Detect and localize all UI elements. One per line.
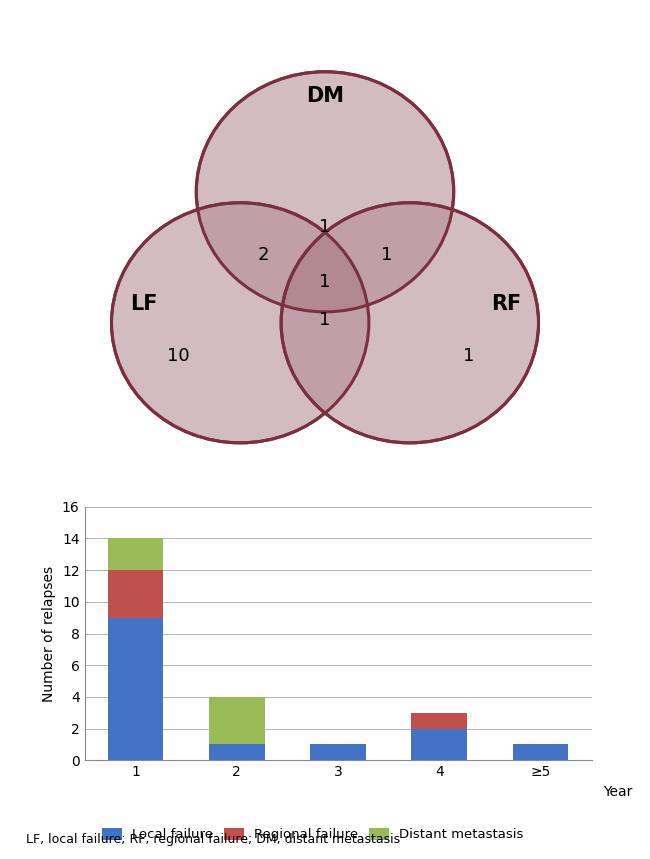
Bar bbox=[107, 539, 163, 570]
Text: 2: 2 bbox=[258, 246, 269, 264]
Bar bbox=[513, 745, 569, 760]
Y-axis label: Number of relapses: Number of relapses bbox=[42, 565, 57, 702]
Circle shape bbox=[112, 203, 369, 443]
Circle shape bbox=[281, 203, 538, 443]
Text: 1: 1 bbox=[319, 311, 331, 329]
Circle shape bbox=[112, 203, 369, 443]
Text: LF: LF bbox=[130, 294, 157, 314]
Bar bbox=[107, 570, 163, 618]
Text: RF: RF bbox=[491, 294, 521, 314]
Circle shape bbox=[281, 203, 538, 443]
Text: 1: 1 bbox=[319, 218, 331, 236]
Text: 1: 1 bbox=[319, 273, 331, 291]
Circle shape bbox=[196, 72, 454, 312]
Bar bbox=[107, 618, 163, 760]
Text: LF, local failure; RF, regional failure; DM, distant metastasis: LF, local failure; RF, regional failure;… bbox=[26, 833, 400, 846]
Bar bbox=[411, 728, 467, 760]
Text: DM: DM bbox=[306, 86, 344, 107]
Text: Year: Year bbox=[603, 785, 632, 799]
Bar bbox=[411, 713, 467, 728]
Circle shape bbox=[196, 72, 454, 312]
Bar bbox=[310, 745, 366, 760]
Text: 1: 1 bbox=[463, 346, 474, 364]
Bar bbox=[209, 697, 265, 745]
Text: 1: 1 bbox=[381, 246, 392, 264]
Legend: Local failure, Regional failure, Distant metastasis: Local failure, Regional failure, Distant… bbox=[97, 823, 528, 846]
Text: 10: 10 bbox=[168, 346, 190, 364]
Bar bbox=[209, 745, 265, 760]
